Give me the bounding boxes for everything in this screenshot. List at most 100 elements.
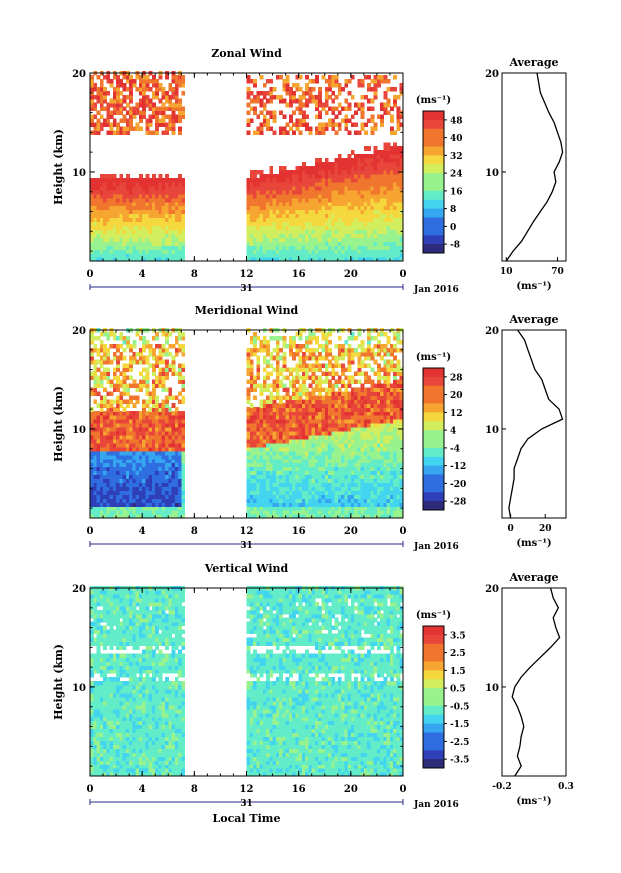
date-label: Jan 2016 [413, 285, 459, 295]
heatmap-cell [279, 130, 283, 135]
heatmap-cell [259, 411, 264, 416]
heatmap-cell [328, 407, 332, 412]
heatmap-cell [292, 351, 296, 357]
heatmap-cell [181, 395, 186, 400]
heatmap-cell [347, 102, 352, 108]
heatmap-cell [174, 233, 179, 238]
heatmap-cell [103, 438, 107, 444]
heatmap-cell [305, 177, 310, 183]
heatmap-cell [301, 201, 306, 207]
heatmap-cell [380, 106, 385, 112]
heatmap-cell [96, 221, 101, 226]
heatmap-cell [171, 221, 176, 226]
heatmap-cell [168, 106, 173, 112]
heatmap-cell [324, 379, 329, 385]
heatmap-cell [132, 185, 137, 191]
heatmap-cell [301, 375, 306, 381]
heatmap-cell [158, 225, 163, 230]
heatmap-cell [328, 438, 332, 444]
heatmap-cell [328, 106, 332, 112]
heatmap-cell [328, 423, 332, 428]
heatmap-cell [171, 510, 176, 515]
heatmap-cell [328, 75, 332, 80]
heatmap-cell [132, 486, 137, 491]
heatmap-cell [324, 193, 329, 199]
heatmap-cell [112, 514, 117, 519]
heatmap-cell [341, 86, 345, 92]
heatmap-cell [295, 395, 300, 400]
heatmap-cell [112, 415, 117, 420]
heatmap-cell [96, 181, 101, 187]
heatmap-cell [125, 498, 130, 503]
heatmap-cell [390, 177, 394, 183]
heatmap-cell [256, 486, 261, 491]
heatmap-cell [96, 470, 101, 476]
heatmap-cell [383, 197, 388, 203]
heatmap-cell [315, 403, 319, 408]
heatmap-cell [253, 225, 257, 230]
heatmap-cell [122, 458, 127, 464]
heatmap-cell [311, 514, 316, 519]
heatmap-cell [119, 82, 124, 88]
heatmap-cell [155, 90, 160, 96]
heatmap-cell [158, 490, 163, 495]
heatmap-cell [253, 514, 257, 519]
heatmap-cell [337, 514, 342, 519]
heatmap-cell [145, 193, 150, 199]
heatmap-cell [321, 379, 326, 385]
heatmap-cell [122, 185, 127, 191]
heatmap-cell [168, 209, 173, 215]
heatmap-cell [298, 189, 303, 195]
heatmap-cell [116, 122, 120, 128]
heatmap-cell [373, 249, 378, 254]
heatmap-cell [90, 411, 94, 416]
heatmap-cell [161, 130, 166, 135]
heatmap-cell [253, 335, 257, 341]
heatmap-cell [292, 454, 296, 460]
heatmap-cell [354, 193, 358, 199]
heatmap-cell [142, 110, 147, 116]
heatmap-cell [380, 245, 385, 250]
heatmap-cell [311, 415, 316, 420]
heatmap-cell [256, 438, 261, 444]
heatmap-cell [129, 241, 133, 246]
heatmap-cell [357, 257, 362, 262]
heatmap-cell [298, 446, 303, 452]
heatmap-cell [282, 478, 287, 483]
heatmap-cell [334, 419, 339, 424]
heatmap-cell [337, 245, 342, 250]
heatmap-cell [275, 427, 280, 432]
heatmap-cell [135, 102, 140, 108]
heatmap-cell [125, 181, 130, 187]
heatmap-cell [288, 466, 293, 472]
heatmap-cell [122, 486, 127, 491]
heatmap-cell [122, 205, 127, 211]
heatmap-cell [119, 430, 124, 436]
heatmap-cell [347, 209, 352, 215]
heatmap-cell [328, 173, 332, 179]
heatmap-cell [282, 355, 287, 361]
heatmap-cell [324, 498, 329, 503]
heatmap-cell [269, 114, 274, 120]
heatmap-cell [275, 225, 280, 230]
heatmap-cell [308, 90, 313, 96]
heatmap-cell [129, 78, 133, 84]
heatmap-cell [262, 434, 267, 440]
heatmap-cell [288, 173, 293, 179]
heatmap-cell [341, 510, 345, 515]
heatmap-cell [380, 221, 385, 226]
heatmap-cell [282, 249, 287, 254]
heatmap-cell [129, 474, 133, 480]
colorbar-swatch [423, 164, 444, 174]
heatmap-cell [253, 177, 257, 183]
heatmap-cell [337, 225, 342, 230]
heatmap-cell [363, 75, 368, 80]
heatmap-cell [315, 347, 319, 353]
heatmap-cell [93, 221, 98, 226]
heatmap-cell [256, 367, 261, 373]
heatmap-cell [393, 98, 398, 104]
heatmap-cell [301, 253, 306, 258]
heatmap-cell [122, 237, 127, 242]
heatmap-cell [334, 391, 339, 396]
heatmap-cell [249, 387, 254, 392]
